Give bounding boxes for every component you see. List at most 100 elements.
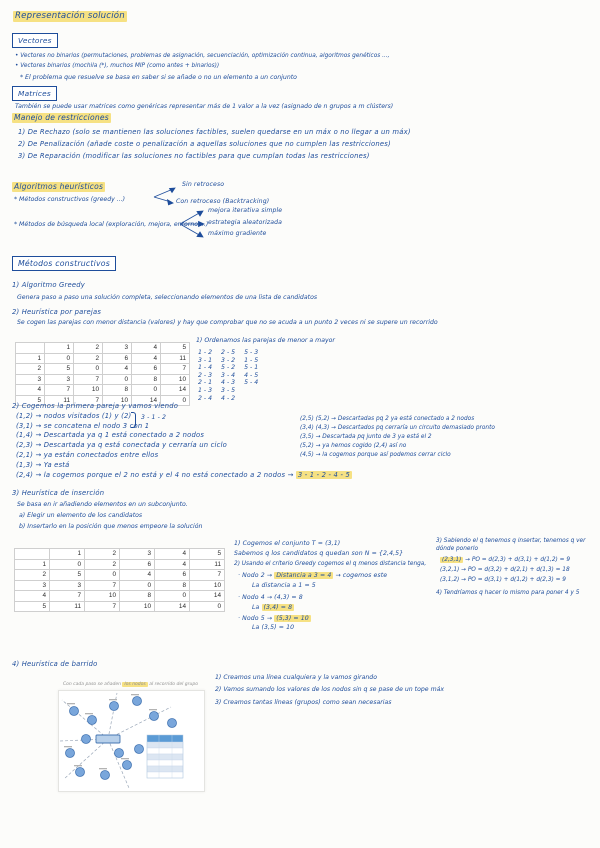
matrix-cell: 14	[154, 600, 190, 612]
barrido-step: 1) Creamos una línea cualquiera y la vam…	[215, 674, 378, 681]
matrix-cell: 4	[154, 558, 190, 570]
matrix-cell: 0	[189, 600, 225, 612]
matrix-cell: 5	[189, 548, 225, 560]
matrix-cell: 5	[44, 363, 74, 375]
matrix-cell: 8	[102, 384, 132, 396]
barrido-title: 4) Heurística de barrido	[12, 660, 98, 668]
distance-matrix-1: 1 2 3 4 5 1 0 2 6 4 11 2 5 0 4 6 7 3 3 7 0 8 10 4 7 10 8 0 14 5 11 7 10 1…	[15, 342, 190, 406]
matrix-cell: 4	[131, 342, 161, 354]
matrix-row: 3 3 7 0 8 10	[14, 579, 225, 591]
matrix-cell: 11	[49, 600, 85, 612]
depot-rect	[95, 734, 121, 744]
branch-con-retroceso: Con retroceso (Backtracking)	[176, 198, 270, 205]
insercion-step-a: a) Elegir un elemento de los candidatos	[19, 512, 143, 519]
matrix-cell: 0	[84, 569, 120, 581]
matrix-cell: 6	[119, 558, 155, 570]
paso2-line: (1,3) → Ya está	[16, 460, 70, 469]
branch-estrategia-aleatorizada: estrategia aleatorizada	[208, 219, 283, 226]
page-title: Representación solución	[13, 11, 127, 23]
nodo2-post: → cogemos este	[333, 572, 388, 579]
matrix-cell: 3	[44, 373, 74, 385]
matrix-cell: 14	[189, 590, 225, 602]
restriccion-item: 1) De Rechazo (solo se mantienen las sol…	[18, 128, 411, 136]
paso2-lines: (1,2) → nodos visitados (1) y (2) (3,1) →…	[16, 412, 227, 470]
pair: 3 - 5	[221, 386, 236, 394]
matrix-cell: 4	[14, 590, 50, 602]
nodo4-sub: La (3,4) = 8	[252, 604, 295, 612]
nodo4-sub-pre: La	[252, 604, 262, 611]
figure-mini-table	[146, 734, 184, 779]
insert-option-1: (2,3,1) → PO = d(2,3) + d(3,1) + d(1,2) …	[440, 557, 570, 565]
nodo2-pre: · Nodo 2 →	[238, 572, 275, 579]
pair: 1 - 4	[198, 364, 213, 372]
matrix-cell: 4	[154, 548, 190, 560]
matrix-cell: 11	[160, 352, 190, 364]
matrix-cell: 0	[102, 373, 132, 385]
caption-post: al recorrido del grupo	[147, 682, 198, 687]
matrix-cell: 4	[102, 363, 132, 375]
matrix-cell: 0	[44, 352, 74, 364]
matrix-cell: 2	[84, 548, 120, 560]
insercion-step-b: b) Insertarlo en la posición que menos e…	[19, 523, 203, 530]
paso2-right-line: (3,5) → Descartada pq junto de 3 ya está…	[300, 434, 432, 440]
nodo4-line: · Nodo 4 → (4,3) = 8	[238, 594, 303, 601]
partial-route: 3 - 1 - 2	[141, 414, 167, 421]
nodo5-dist: (5,3) = 10	[274, 615, 311, 622]
matrix-cell: 5	[14, 600, 50, 612]
pair: 3 - 1	[198, 356, 213, 364]
paso2-line: (1,4) → Descartada ya q 1 está conectado…	[16, 431, 205, 440]
distance-matrix-2: 1 2 3 4 5 1 0 2 6 4 11 2 5 0 4 6 7 3 3 7 0 8 10 4 7 10 8 0 14 5 11 7 10 1…	[14, 548, 225, 612]
pair: 2 - 3	[198, 371, 213, 379]
matrix-cell: 3	[102, 342, 132, 354]
matrix-cell: 4	[15, 384, 45, 396]
matrix-row: 1 0 2 6 4 11	[14, 558, 225, 570]
vectores-note: * El problema que resuelve se basa en sa…	[20, 74, 297, 81]
insercion-t1: 1) Cogemos el conjunto T = (3,1)	[234, 540, 341, 547]
matrix-cell: 2	[84, 558, 120, 570]
matrix-cell: 1	[14, 558, 50, 570]
nodo2-sub: La distancia a 1 = 5	[252, 582, 316, 589]
restriccion-item: 2) De Penalización (añade coste o penali…	[18, 140, 391, 148]
insercion-title: 3) Heurística de inserción	[12, 489, 105, 497]
matrix-cell: 7	[44, 384, 74, 396]
matrix-cell: 6	[102, 352, 132, 364]
matrix-row: 5 11 7 10 14 0	[14, 600, 225, 612]
matrix-cell: 0	[154, 590, 190, 602]
pair: 2 - 4	[198, 394, 213, 402]
matrix-cell: 3	[14, 579, 50, 591]
paso2-right-notes: (2,5) (5,2) → Descartadas pq 2 ya está c…	[300, 415, 495, 460]
matrix-cell	[14, 548, 50, 560]
matrix-row: 4 7 10 8 0 14	[14, 590, 225, 602]
matrix-cell: 10	[84, 590, 120, 602]
matrix-cell: 8	[131, 373, 161, 385]
matrices-line: También se puede usar matrices como gené…	[15, 103, 394, 110]
pair: 4 - 3	[221, 379, 236, 387]
pair: 1 - 5	[244, 356, 259, 364]
matrix-cell: 1	[49, 548, 85, 560]
insercion-t2: Sabemos q los candidatos q quedan son N …	[234, 550, 404, 557]
matrix-cell: 11	[189, 558, 225, 570]
nodo2-dist: Distancia a 3 = 4	[274, 572, 334, 579]
insert-option-3: (3,1,2) → PO = d(3,1) + d(1,2) + d(2,3) …	[440, 577, 566, 583]
branch-arrows-icon	[179, 210, 205, 238]
node-labels	[64, 694, 157, 770]
pair: 2 - 1	[198, 379, 213, 387]
barrido-step: 2) Vamos sumando los valores de los nodo…	[215, 686, 445, 694]
section-box-matrices: Matrices	[12, 86, 57, 101]
nodo5-pre: · Nodo 5 →	[238, 615, 275, 622]
section-box-metodos-constructivos: Métodos constructivos	[12, 256, 117, 272]
busqueda-local-line: * Métodos de búsqueda local (exploración…	[14, 221, 209, 228]
bracket	[131, 412, 136, 428]
paso2-title: 2) Cogemos la primera pareja y vamos vie…	[12, 402, 179, 410]
caption-highlight: los nodos	[122, 682, 148, 687]
customer-nodes	[65, 696, 177, 780]
matrix-cell	[15, 342, 45, 354]
metodos-constructivos-line: * Métodos constructivos (greedy ...)	[14, 196, 126, 203]
sweep-figure	[58, 690, 205, 792]
matrix-cell: 10	[73, 384, 103, 396]
matrix-row: 3 3 7 0 8 10	[15, 373, 190, 385]
matrix-cell: 5	[49, 569, 85, 581]
